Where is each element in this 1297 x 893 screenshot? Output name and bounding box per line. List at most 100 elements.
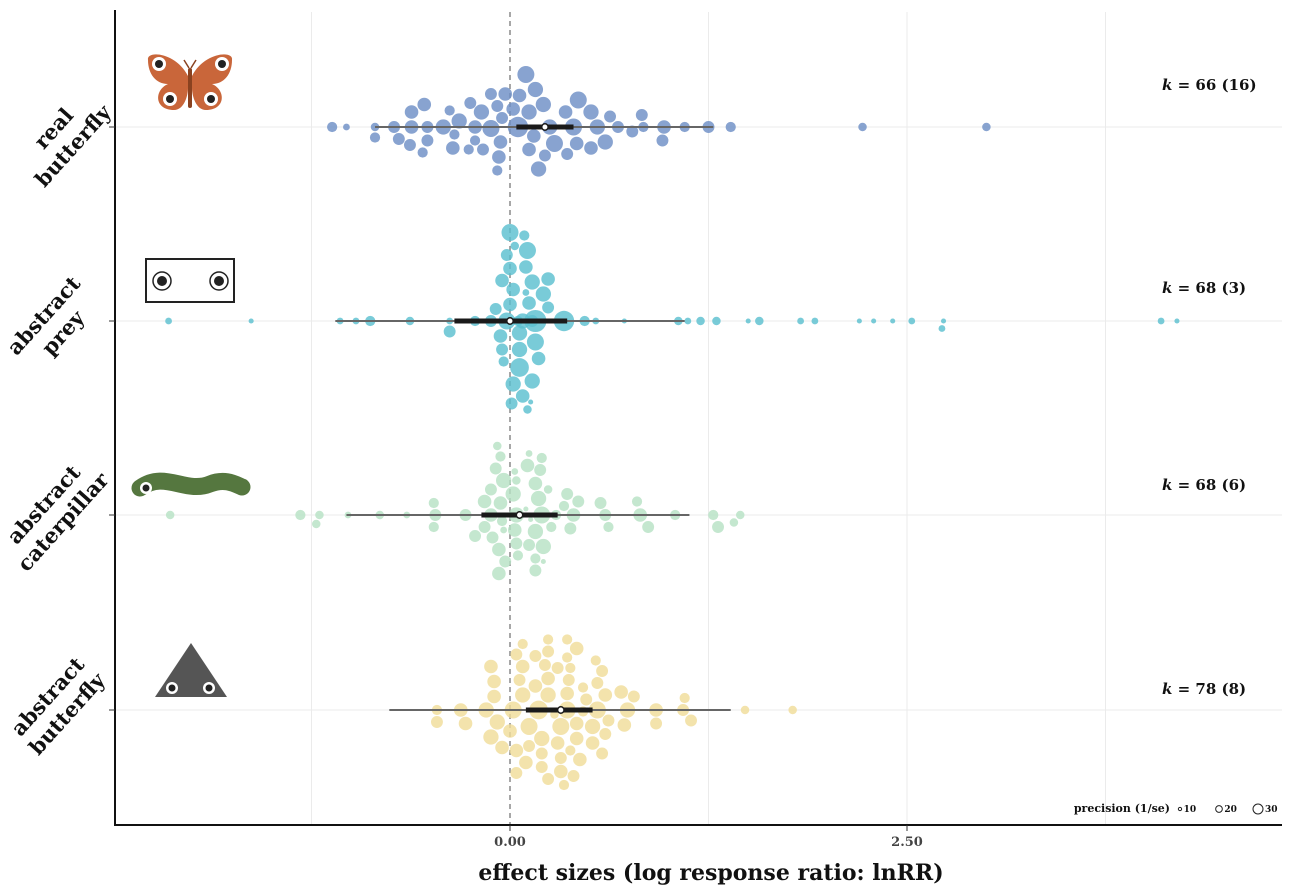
effect-point	[541, 272, 555, 286]
effect-point	[635, 109, 648, 121]
effect-point	[392, 133, 405, 145]
effect-point	[542, 645, 555, 658]
effect-point	[512, 550, 524, 561]
effect-point	[248, 318, 254, 324]
effect-point	[535, 286, 551, 302]
effect-point	[558, 105, 573, 119]
effect-point	[535, 747, 548, 760]
effect-point	[520, 718, 538, 735]
effect-point	[469, 135, 481, 146]
effect-point	[725, 121, 736, 133]
legend-size-circle	[1215, 805, 1223, 813]
effect-point	[569, 136, 584, 151]
group-label: realbutterfly	[10, 82, 116, 192]
effect-point	[496, 343, 509, 356]
effect-point	[523, 405, 532, 414]
effect-point	[527, 129, 541, 143]
effect-point	[369, 132, 381, 143]
effect-point	[510, 537, 523, 550]
k-labels: k = 66 (16)k = 68 (3)k = 68 (6)k = 78 (8…	[1162, 76, 1257, 698]
effect-point	[603, 521, 614, 533]
grid-layer	[116, 12, 1282, 825]
effect-point	[498, 356, 509, 367]
effect-point	[444, 105, 455, 116]
effect-point	[519, 260, 533, 274]
effect-point	[417, 147, 428, 158]
effect-point	[626, 125, 639, 138]
effect-point	[567, 770, 580, 782]
effect-point	[509, 743, 524, 758]
effect-point	[890, 318, 896, 324]
effect-point	[522, 296, 536, 310]
effect-point	[446, 141, 460, 155]
effect-point	[596, 747, 609, 760]
effect-point	[528, 516, 534, 523]
k-symbol: k	[1162, 76, 1172, 94]
effect-point	[503, 261, 517, 276]
legend-items: 10 20 30	[1177, 803, 1278, 815]
effect-point	[512, 88, 527, 103]
effect-point	[487, 689, 501, 704]
effect-point	[515, 687, 531, 703]
effect-point	[507, 523, 522, 537]
effect-point	[535, 761, 548, 773]
effect-point	[535, 96, 551, 113]
effect-point	[602, 714, 615, 727]
effect-point	[492, 150, 506, 164]
effect-point	[597, 134, 613, 150]
effect-point	[1157, 317, 1165, 325]
effect-point	[856, 318, 862, 324]
abstract-caterpillar-icon	[131, 472, 251, 497]
effect-point	[528, 476, 543, 491]
effect-point	[535, 538, 551, 555]
points-abstract-butterfly	[431, 634, 797, 791]
effect-point	[642, 521, 655, 533]
effect-point	[492, 542, 506, 557]
k-label: k = 68 (6)	[1162, 476, 1246, 494]
effect-point	[811, 317, 819, 325]
effect-point	[577, 682, 589, 693]
effect-point	[477, 494, 492, 509]
effect-point	[493, 135, 508, 149]
effect-point	[493, 496, 508, 510]
effect-point	[599, 728, 612, 740]
x-axis-title: effect sizes (log response ratio: lnRR)	[478, 860, 943, 886]
effect-point	[679, 692, 690, 704]
legend-size-circle	[1252, 803, 1264, 815]
effect-point	[541, 671, 555, 686]
k-label: k = 68 (3)	[1162, 279, 1246, 297]
effect-point	[483, 729, 499, 745]
k-label: k = 66 (16)	[1162, 76, 1257, 94]
effect-point	[584, 141, 598, 155]
effect-point	[451, 113, 467, 129]
effect-point	[489, 714, 505, 730]
summary-estimates	[335, 123, 731, 714]
effect-point	[498, 87, 513, 101]
effect-point	[511, 468, 519, 475]
effect-point	[569, 731, 584, 746]
effect-point	[551, 662, 564, 674]
abstract-prey-icon	[145, 258, 235, 303]
effect-point	[530, 490, 547, 507]
effect-point	[745, 318, 751, 324]
effect-point	[503, 724, 517, 738]
effect-point	[492, 566, 506, 581]
effect-point	[522, 142, 536, 157]
effect-point	[484, 483, 497, 496]
effect-point	[562, 674, 575, 686]
y-axis-ticks	[109, 126, 115, 711]
effect-point	[519, 230, 530, 241]
effect-point	[519, 755, 533, 770]
points-abstract-prey	[165, 224, 1180, 414]
effect-point	[550, 736, 565, 750]
effect-point	[545, 135, 563, 152]
effect-point	[503, 297, 517, 312]
effect-point	[534, 730, 550, 747]
k-value: = 66 (16)	[1172, 76, 1256, 94]
effect-point	[505, 376, 521, 392]
effect-point	[940, 318, 947, 324]
effect-point	[523, 539, 536, 551]
effect-point	[596, 665, 609, 677]
effect-point	[684, 317, 692, 325]
